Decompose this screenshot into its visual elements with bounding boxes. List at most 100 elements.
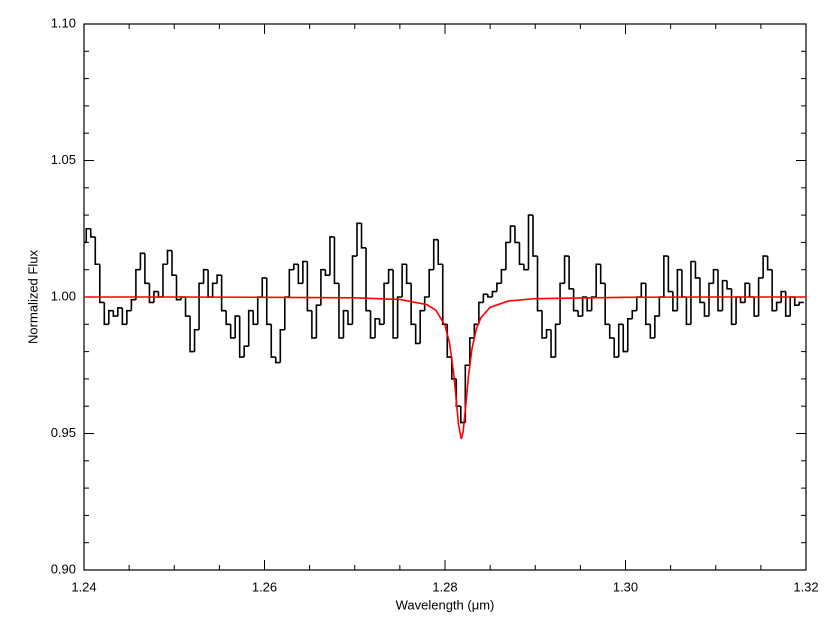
spectrum-step bbox=[568, 256, 574, 290]
spectrum-step bbox=[247, 309, 254, 347]
spectrum-step bbox=[378, 318, 385, 326]
spectrum-step bbox=[694, 261, 700, 279]
spectrum-step bbox=[333, 236, 339, 285]
spectrum-step bbox=[261, 277, 267, 297]
spectrum-step bbox=[279, 328, 285, 363]
spectrum-step bbox=[387, 268, 394, 284]
spectrum-step bbox=[234, 315, 240, 338]
spectrum-step bbox=[216, 274, 222, 284]
spectrum-step bbox=[780, 290, 786, 303]
spectrum-step bbox=[798, 301, 804, 306]
spectrum-step bbox=[717, 269, 723, 312]
spectrum-step bbox=[401, 263, 407, 297]
spectrum-step bbox=[617, 323, 624, 358]
spectrum-step bbox=[532, 215, 538, 257]
x-tick-label: 1.28 bbox=[432, 579, 457, 594]
x-axis-label: Wavelength (μm) bbox=[396, 597, 495, 612]
spectrum-step bbox=[356, 222, 362, 257]
spectrum-step bbox=[293, 263, 299, 270]
spectrum-step bbox=[270, 324, 276, 358]
spectrum-step bbox=[793, 297, 800, 306]
spectrum-step bbox=[757, 277, 764, 317]
spectrum-step bbox=[784, 291, 791, 317]
spectrum-step bbox=[563, 255, 570, 284]
spectrum-step bbox=[315, 304, 321, 338]
spectrum-step bbox=[383, 282, 389, 325]
spectrum-step bbox=[153, 290, 159, 303]
spectrum-step bbox=[608, 324, 615, 339]
spectrum-step bbox=[595, 263, 601, 297]
spectrum-step bbox=[392, 269, 398, 339]
spectrum-step bbox=[108, 309, 114, 325]
spectrum-step bbox=[342, 309, 348, 338]
spectrum-step bbox=[243, 345, 249, 358]
x-tick-label: 1.24 bbox=[71, 579, 96, 594]
spectrum-step bbox=[649, 324, 655, 339]
spectrum-step bbox=[559, 282, 565, 325]
spectrum-step bbox=[766, 256, 773, 271]
spectrum-step bbox=[645, 283, 651, 326]
spectrum-step bbox=[135, 268, 141, 300]
spectrum-step bbox=[302, 260, 308, 284]
spectrum-step bbox=[753, 297, 759, 317]
spectrum-step bbox=[144, 253, 150, 285]
spectrum-step bbox=[306, 261, 312, 312]
y-tick-label: 0.90 bbox=[51, 561, 76, 576]
spectrum-step bbox=[599, 264, 606, 285]
spectrum-step bbox=[613, 337, 619, 358]
spectrum-step bbox=[703, 302, 709, 317]
spectrum-step bbox=[311, 310, 317, 339]
spectrum-step bbox=[148, 283, 154, 304]
spectrum-step bbox=[220, 275, 227, 312]
spectrum-step bbox=[572, 288, 579, 312]
spectrum-step bbox=[590, 296, 597, 311]
spectrum-step bbox=[577, 310, 583, 317]
spectrum-step bbox=[414, 324, 421, 345]
spectrum-step bbox=[162, 263, 168, 297]
spectrum-step bbox=[351, 255, 358, 325]
spectrum-step bbox=[274, 357, 281, 364]
spectrum-step bbox=[126, 309, 132, 325]
spectrum-step bbox=[478, 301, 484, 325]
spectrum-step bbox=[658, 296, 664, 317]
spectrum-step bbox=[708, 282, 714, 317]
spectrum-step bbox=[482, 293, 488, 303]
spectrum-step bbox=[491, 290, 497, 297]
ticks: 1.24 1.26 1.28 1.30 1.32 0.90 0.95 1.00 1.05 1.10 bbox=[51, 15, 819, 594]
spectrum-step bbox=[631, 309, 637, 319]
spectrum-step bbox=[94, 236, 100, 266]
spectrum-step bbox=[229, 324, 236, 339]
spectrum-step bbox=[667, 256, 673, 293]
spectrum-step bbox=[690, 260, 696, 325]
spectrum-step bbox=[505, 241, 511, 270]
spectrum-step bbox=[171, 250, 177, 276]
spectrum-step bbox=[338, 283, 344, 339]
spectrum-step bbox=[121, 307, 127, 326]
spectrum-step bbox=[288, 268, 294, 297]
spectrum-step bbox=[586, 297, 592, 312]
spectrum-step bbox=[654, 315, 660, 338]
spectrum-step bbox=[721, 279, 728, 311]
spectrum-step bbox=[541, 310, 547, 339]
spectrum-step bbox=[550, 329, 556, 358]
spectrum-step bbox=[581, 296, 588, 317]
spectrum-step bbox=[184, 297, 191, 317]
x-tick-label: 1.30 bbox=[613, 579, 638, 594]
model-line bbox=[84, 296, 806, 440]
spectrum-step bbox=[324, 269, 330, 276]
spectrum-step bbox=[256, 296, 263, 325]
spectrum-step bbox=[685, 297, 691, 326]
y-tick-label: 1.10 bbox=[51, 15, 76, 30]
y-tick-label: 1.05 bbox=[51, 152, 76, 167]
x-tick-label: 1.32 bbox=[793, 579, 818, 594]
spectrum-step bbox=[739, 297, 746, 304]
spectrum-step bbox=[663, 255, 669, 297]
spectrum-step bbox=[527, 214, 533, 270]
spectrum-step bbox=[712, 268, 719, 284]
spectrum-step bbox=[762, 255, 768, 278]
spectrum-step bbox=[622, 324, 628, 353]
y-axis-label: Normalized Flux bbox=[25, 250, 40, 344]
spectrum-step bbox=[496, 282, 502, 292]
spectrum-step bbox=[139, 252, 145, 270]
spectrum-step bbox=[85, 227, 91, 243]
